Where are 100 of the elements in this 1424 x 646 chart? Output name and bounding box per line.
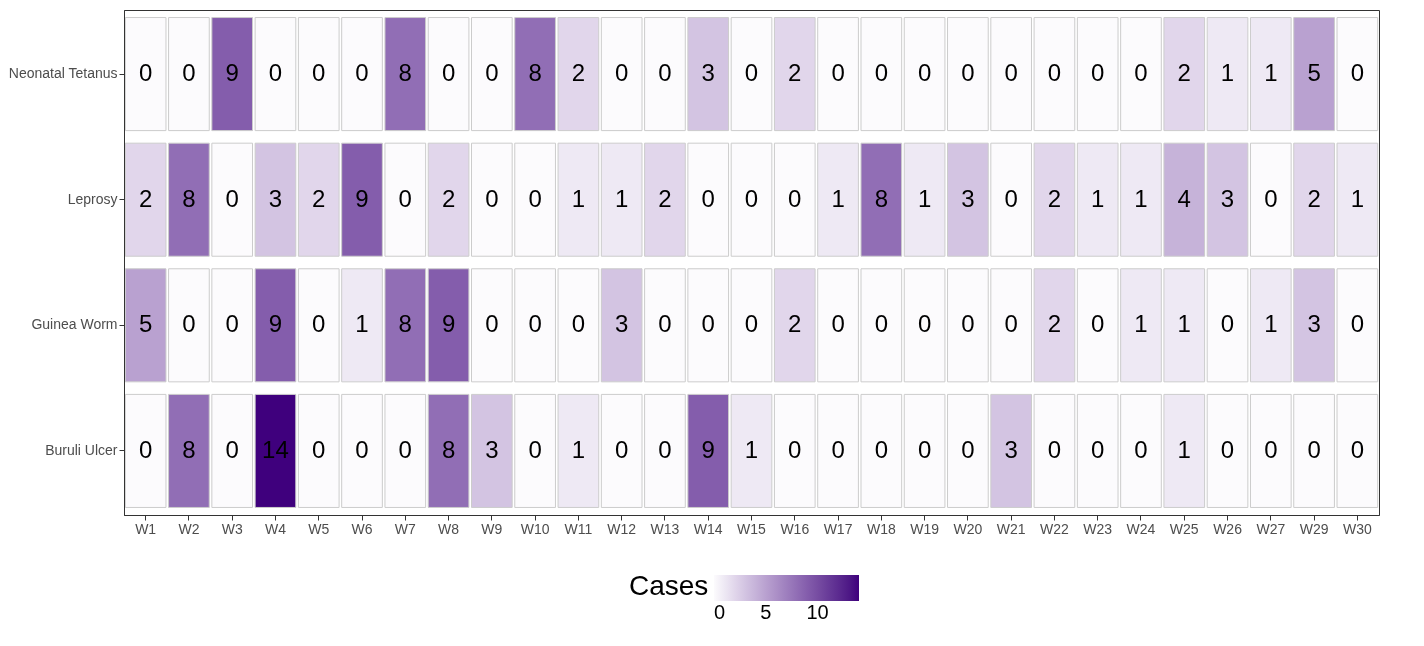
x-tick-label: W13 (650, 520, 680, 537)
x-tick-label: W25 (1169, 520, 1199, 537)
data-label: 0 (312, 435, 326, 463)
data-label: 0 (1220, 435, 1235, 463)
x-tick-label: W9 (481, 520, 503, 537)
data-label: 0 (1220, 310, 1235, 338)
data-label: 1 (1134, 184, 1148, 212)
data-label: 1 (1220, 59, 1235, 87)
x-tick-label: W16 (780, 520, 810, 537)
data-label: 8 (398, 310, 412, 338)
data-label: 0 (961, 59, 975, 87)
data-label: 0 (1091, 59, 1105, 87)
x-tick-label: W3 (221, 520, 243, 537)
data-label: 1 (744, 435, 759, 463)
data-label: 14 (262, 435, 289, 463)
data-label: 1 (571, 435, 586, 463)
x-tick-label: W8 (438, 520, 460, 537)
data-label: 0 (485, 59, 499, 87)
x-tick-label: W19 (910, 520, 940, 537)
data-label: 1 (355, 310, 369, 338)
data-label: 1 (917, 184, 932, 212)
data-label: 2 (1047, 310, 1062, 338)
color-bar-label: 0 (714, 601, 726, 623)
data-label: 2 (441, 184, 456, 212)
data-label: 1 (1134, 310, 1148, 338)
data-label: 2 (138, 184, 153, 212)
data-label: 1 (1177, 435, 1191, 463)
data-label: 1 (1264, 310, 1278, 338)
data-label: 0 (658, 435, 672, 463)
x-tick-label: W21 (996, 520, 1026, 537)
data-label: 0 (528, 310, 542, 338)
data-label: 0 (528, 435, 542, 463)
data-label: 1 (1350, 184, 1365, 212)
data-label: 1 (831, 184, 845, 212)
data-label: 0 (701, 184, 715, 212)
data-label: 9 (701, 435, 715, 463)
data-label: 3 (485, 435, 499, 463)
data-label: 3 (701, 59, 715, 87)
data-label: 0 (658, 59, 672, 87)
data-label: 0 (614, 435, 629, 463)
data-label: 9 (225, 59, 239, 87)
x-tick-label: W26 (1213, 520, 1243, 537)
data-label: 3 (1307, 310, 1321, 338)
data-label: 0 (138, 435, 153, 463)
x-tick-label: W29 (1299, 520, 1329, 537)
x-tick-label: W23 (1083, 520, 1113, 537)
data-label: 0 (917, 59, 932, 87)
data-label: 0 (1134, 435, 1148, 463)
x-tick-label: W14 (693, 520, 723, 537)
data-label: 4 (1177, 184, 1191, 212)
data-label: 9 (441, 310, 456, 338)
data-label: 1 (614, 184, 629, 212)
y-tick-label: Buruli Ulcer (45, 441, 118, 458)
data-label: 1 (1091, 184, 1105, 212)
data-label: 9 (268, 310, 283, 338)
data-label: 1 (1264, 59, 1278, 87)
x-tick-label: W27 (1256, 520, 1286, 537)
y-tick-label: Leprosy (67, 190, 118, 207)
data-label: 0 (1091, 310, 1105, 338)
x-tick-label: W24 (1126, 520, 1156, 537)
data-label: 3 (1004, 435, 1018, 463)
data-label: 0 (355, 435, 369, 463)
data-label: 0 (831, 59, 845, 87)
x-tick-label: W5 (308, 520, 330, 537)
data-label: 0 (1264, 184, 1278, 212)
x-tick-label: W1 (135, 520, 157, 537)
data-label: 0 (1047, 59, 1062, 87)
data-label: 3 (614, 310, 629, 338)
data-label: 0 (398, 184, 412, 212)
data-label: 8 (528, 59, 542, 87)
data-label: 0 (744, 59, 759, 87)
x-tick-label: W2 (178, 520, 200, 537)
data-label: 0 (268, 59, 283, 87)
data-label: 0 (485, 184, 499, 212)
data-label: 8 (398, 59, 412, 87)
data-label: 2 (1307, 184, 1321, 212)
x-tick-label: W15 (737, 520, 767, 537)
data-label: 2 (788, 59, 802, 87)
data-label: 0 (1264, 435, 1278, 463)
y-tick-label: Neonatal Tetanus (8, 65, 118, 82)
data-label: 0 (831, 310, 845, 338)
data-label: 0 (917, 435, 932, 463)
data-label: 0 (874, 59, 889, 87)
data-label: 0 (225, 435, 239, 463)
color-bar-label: 10 (806, 601, 829, 623)
data-label: 5 (1307, 59, 1321, 87)
data-label: 0 (1350, 310, 1365, 338)
data-label: 2 (571, 59, 586, 87)
x-tick-label: W7 (394, 520, 417, 537)
data-label: 3 (1220, 184, 1235, 212)
data-label: 0 (1004, 184, 1018, 212)
data-label: 0 (658, 310, 672, 338)
data-label: 0 (1004, 310, 1018, 338)
data-label: 0 (1350, 435, 1365, 463)
color-bar-title: Cases (629, 570, 709, 601)
data-label: 0 (485, 310, 499, 338)
data-label: 0 (1134, 59, 1148, 87)
data-label: 0 (788, 435, 802, 463)
color-bar-label: 5 (760, 601, 772, 623)
data-label: 8 (441, 435, 456, 463)
